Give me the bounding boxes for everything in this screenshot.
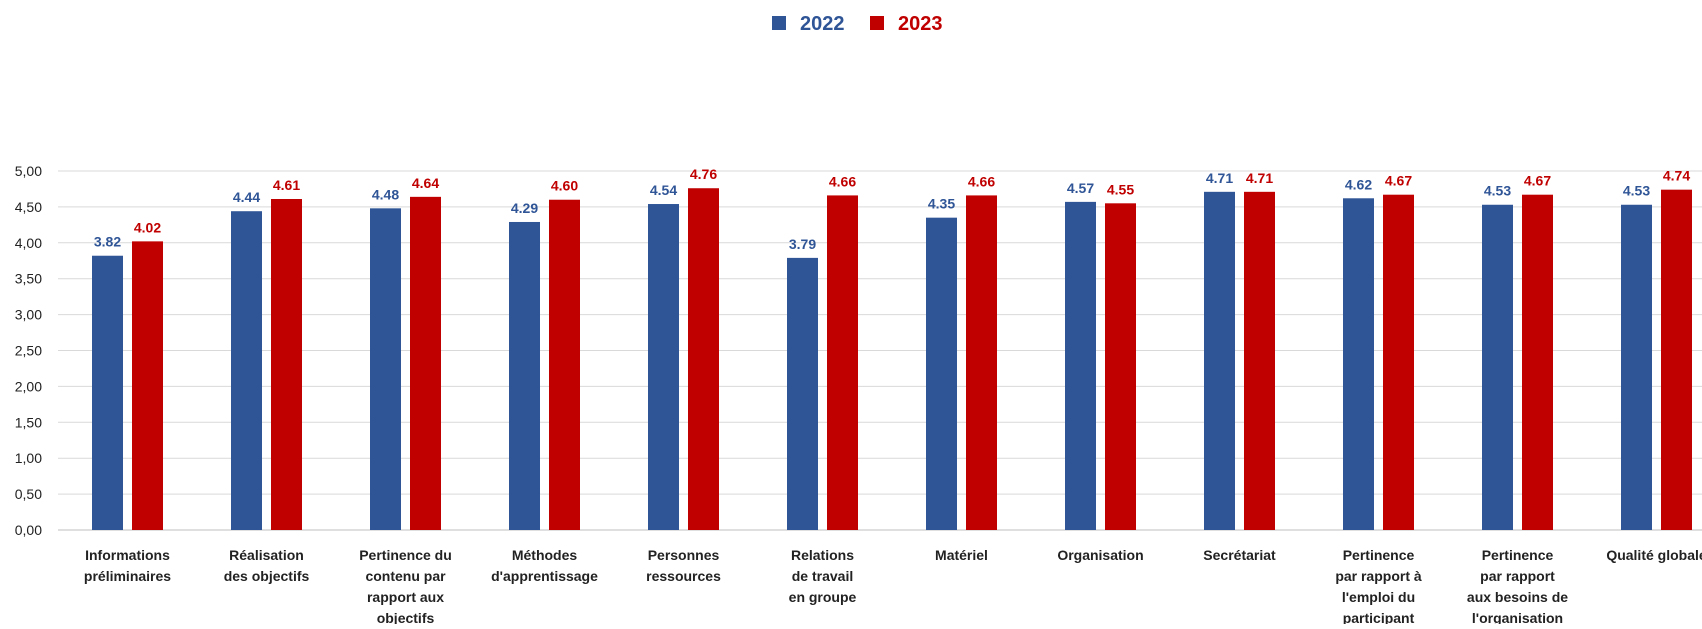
- bars: [92, 188, 1692, 531]
- data-label-2022: 4.29: [511, 200, 538, 216]
- x-tick-label: Réalisation des objectifs: [224, 547, 310, 584]
- y-tick-label: 4,50: [15, 199, 42, 215]
- data-label-2023: 4.66: [968, 173, 995, 189]
- y-tick-label: 2,00: [15, 378, 42, 394]
- legend-swatch-2022: [772, 16, 786, 30]
- bar-2023: [1105, 203, 1136, 530]
- x-tick-label: Matériel: [935, 547, 988, 563]
- data-label-2023: 4.02: [134, 219, 161, 235]
- data-label-2022: 4.48: [372, 186, 399, 202]
- data-label-2022: 3.82: [94, 234, 121, 250]
- y-tick-label: 3,00: [15, 307, 42, 323]
- bar-2022: [231, 211, 262, 530]
- bar-2022: [92, 255, 123, 530]
- x-tick-label: Informations préliminaires: [84, 547, 171, 584]
- bar-2022: [787, 257, 818, 530]
- x-axis: Informations préliminaires Réalisation des …: [84, 547, 1702, 626]
- data-label-2023: 4.67: [1385, 173, 1412, 189]
- bar-2022: [648, 204, 679, 530]
- data-label-2022: 3.79: [789, 236, 816, 252]
- bar-2023: [1244, 191, 1275, 530]
- bar-2023: [827, 195, 858, 531]
- x-tick-label: Organisation: [1057, 547, 1143, 563]
- data-label-2023: 4.55: [1107, 181, 1134, 197]
- data-label-2023: 4.66: [829, 173, 856, 189]
- legend-label-2022: 2022: [800, 13, 845, 35]
- x-tick-label: Qualité globale: [1606, 547, 1702, 563]
- legend-label-2023: 2023: [898, 13, 943, 35]
- data-label-2022: 4.35: [928, 196, 955, 212]
- bar-2022: [509, 221, 540, 530]
- bar-2022: [1621, 204, 1652, 530]
- y-axis: 0,00 0,50 1,00 1,50 2,00 2,50 3,00 3,50 4,00 4,50…: [15, 163, 42, 538]
- data-label-2023: 4.76: [690, 166, 717, 182]
- x-tick-label: Méthodes d'apprentissage: [491, 547, 598, 584]
- x-tick-label: Personnes ressources: [646, 547, 721, 584]
- y-tick-label: 0,00: [15, 522, 42, 538]
- data-label-2022: 4.71: [1206, 170, 1233, 186]
- y-tick-label: 2,50: [15, 343, 42, 359]
- data-label-2022: 4.53: [1484, 183, 1511, 199]
- y-tick-label: 5,00: [15, 163, 42, 179]
- bar-2023: [1522, 194, 1553, 530]
- bar-2023: [549, 199, 580, 530]
- legend: 2022 2023: [772, 13, 943, 35]
- y-tick-label: 4,00: [15, 235, 42, 251]
- bar-2022: [370, 208, 401, 530]
- x-tick-label: Pertinence par rapport à l'emploi du partic…: [1335, 547, 1422, 624]
- bar-2022: [1343, 198, 1374, 530]
- y-tick-label: 1,00: [15, 450, 42, 466]
- data-label-2023: 4.71: [1246, 170, 1273, 186]
- gridlines: [58, 170, 1702, 531]
- bar-2023: [132, 241, 163, 530]
- y-tick-label: 0,50: [15, 486, 42, 502]
- y-tick-label: 1,50: [15, 414, 42, 430]
- data-label-2022: 4.54: [650, 182, 677, 198]
- data-label-2023: 4.64: [412, 175, 439, 191]
- data-label-2022: 4.62: [1345, 176, 1372, 192]
- legend-swatch-2023: [870, 16, 884, 30]
- data-label-2023: 4.74: [1663, 168, 1690, 184]
- x-tick-label: Pertinence du contenu par rapport aux objec…: [359, 547, 452, 624]
- bar-2022: [1065, 201, 1096, 530]
- y-tick-label: 3,50: [15, 271, 42, 287]
- data-label-2023: 4.61: [273, 177, 300, 193]
- bar-2023: [271, 199, 302, 530]
- x-tick-label: Relations de travail en groupe: [789, 547, 857, 605]
- bar-2023: [688, 188, 719, 530]
- bar-2023: [1661, 189, 1692, 530]
- bar-2023: [410, 196, 441, 530]
- bar-2023: [966, 195, 997, 531]
- x-tick-label: Pertinence par rapport aux besoins de l'org…: [1467, 547, 1568, 624]
- data-labels: 3.82 4.02 4.44 4.61 4.48 4.64 4.29 4.60 4.54 4.76…: [94, 166, 1690, 252]
- bar-2023: [1383, 194, 1414, 530]
- data-label-2023: 4.60: [551, 178, 578, 194]
- bar-2022: [1482, 204, 1513, 530]
- bar-2022: [926, 217, 957, 531]
- x-tick-label: Secrétariat: [1203, 547, 1276, 563]
- data-label-2022: 4.44: [233, 189, 260, 205]
- bar-2022: [1204, 191, 1235, 530]
- data-label-2022: 4.57: [1067, 180, 1094, 196]
- data-label-2022: 4.53: [1623, 183, 1650, 199]
- data-label-2023: 4.67: [1524, 173, 1551, 189]
